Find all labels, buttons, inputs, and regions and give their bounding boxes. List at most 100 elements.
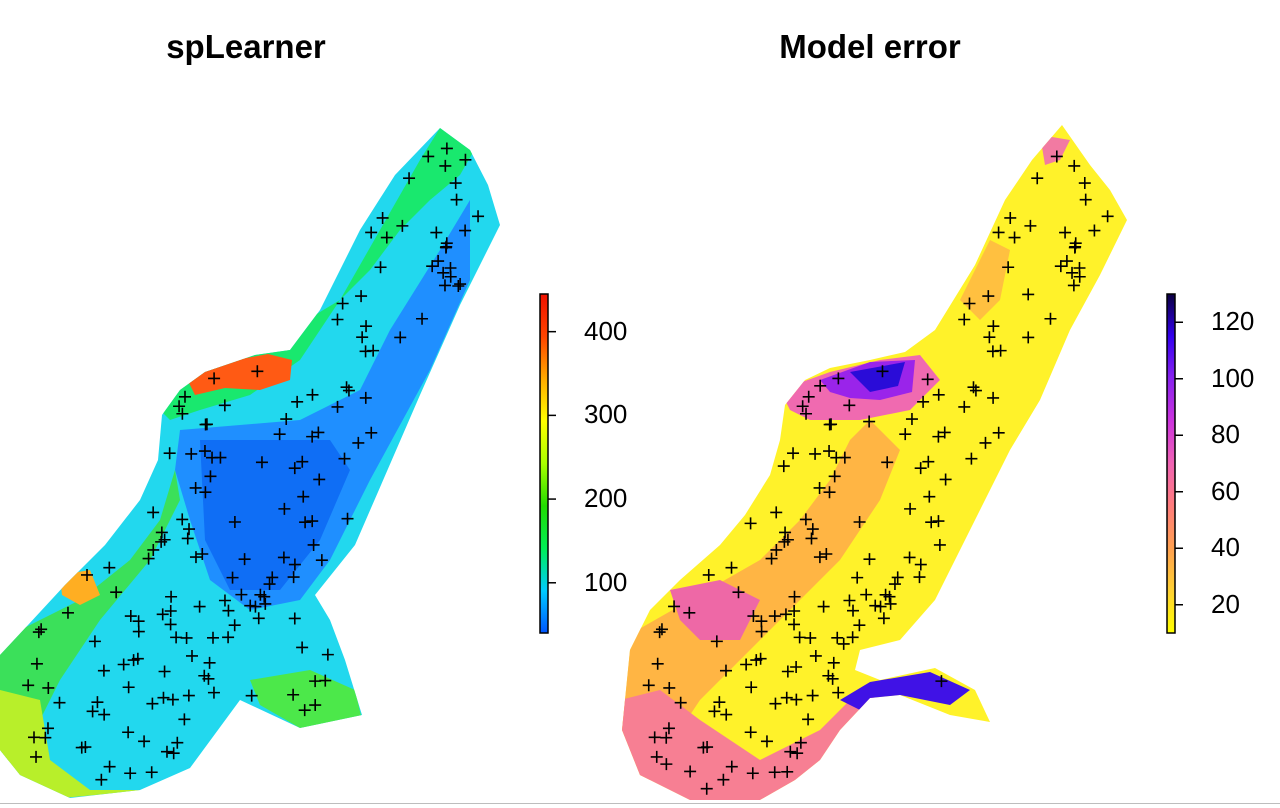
plus-marker-icon: [660, 731, 673, 744]
plus-marker-icon: [30, 657, 43, 670]
plus-marker-icon: [110, 586, 123, 599]
plus-marker-icon: [207, 686, 220, 699]
map-zone-south-yellow: [0, 690, 150, 798]
plus-marker-icon: [331, 400, 344, 413]
plus-marker-icon: [755, 615, 768, 628]
plus-marker-icon: [145, 766, 158, 779]
plus-marker-icon: [992, 426, 1005, 439]
plus-marker-icon: [777, 460, 790, 473]
plus-marker-icon: [747, 610, 760, 623]
colorbar-tick-label: 100: [584, 566, 628, 597]
plus-marker-icon: [280, 413, 293, 426]
plus-marker-icon: [923, 490, 936, 503]
error-zone-pink-tip: [1040, 135, 1070, 165]
plus-marker-icon: [760, 735, 773, 748]
plus-marker-icon: [199, 486, 212, 499]
plus-marker-icon: [142, 552, 155, 565]
map-zone-west-green: [0, 470, 180, 770]
plus-marker-icon: [992, 226, 1005, 239]
plus-marker-icon: [719, 664, 732, 677]
plus-marker-icon: [847, 604, 860, 617]
plus-marker-icon: [863, 415, 876, 428]
colorbar-ticks-splearner: [548, 330, 556, 584]
plus-marker-icon: [802, 390, 815, 403]
plus-marker-icon: [287, 688, 300, 701]
plus-marker-icon: [336, 297, 349, 310]
plus-marker-icon: [827, 656, 840, 669]
plus-marker-icon: [35, 623, 48, 636]
plus-marker-icon: [416, 312, 429, 325]
plus-marker-icon: [1022, 288, 1035, 301]
error-zone-pink-west: [670, 580, 760, 640]
plus-marker-icon: [1002, 261, 1015, 274]
plus-marker-icon: [147, 506, 160, 519]
plus-marker-icon: [218, 399, 231, 412]
plus-marker-icon: [697, 741, 710, 754]
plus-marker-icon: [263, 578, 276, 591]
plus-marker-icon: [360, 320, 373, 333]
plus-marker-icon: [809, 447, 822, 460]
plus-marker-icon: [299, 516, 312, 529]
plus-marker-icon: [1050, 150, 1063, 163]
plus-marker-icon: [198, 445, 211, 458]
plus-marker-icon: [472, 210, 485, 223]
plus-marker-icon: [863, 553, 876, 566]
plus-marker-icon: [309, 675, 322, 688]
plus-marker-icon: [30, 750, 43, 763]
plus-marker-icon: [825, 418, 838, 431]
plus-marker-icon: [222, 631, 235, 644]
plus-marker-icon: [97, 664, 110, 677]
plus-marker-icon: [708, 705, 721, 718]
plus-marker-icon: [702, 568, 715, 581]
plus-marker-icon: [843, 399, 856, 412]
plus-marker-icon: [904, 502, 917, 515]
plus-marker-icon: [228, 516, 241, 529]
plus-marker-icon: [164, 604, 177, 617]
plus-marker-icon: [321, 648, 334, 661]
plus-marker-icon: [138, 735, 151, 748]
plus-marker-icon: [770, 506, 783, 519]
plus-marker-icon: [932, 430, 945, 443]
plus-marker-icon: [684, 765, 697, 778]
plus-marker-icon: [744, 726, 757, 739]
map-zone-southeast-green: [250, 670, 362, 728]
plus-marker-icon: [157, 691, 170, 704]
plus-marker-icon: [226, 571, 239, 584]
plus-marker-icon: [744, 517, 757, 530]
plus-marker-icon: [700, 782, 713, 795]
plus-marker-icon: [214, 451, 227, 464]
plus-marker-icon: [296, 455, 309, 468]
plus-marker-icon: [832, 686, 845, 699]
plus-marker-icon: [103, 561, 116, 574]
plus-marker-icon: [1031, 172, 1044, 185]
plus-marker-icon: [252, 612, 265, 625]
plus-marker-icon: [182, 689, 195, 702]
plus-marker-icon: [313, 473, 326, 486]
plus-marker-icon: [124, 610, 137, 623]
plus-marker-icon: [307, 538, 320, 551]
plus-marker-icon: [95, 773, 108, 786]
plus-marker-icon: [39, 731, 52, 744]
plus-marker-icon: [853, 516, 866, 529]
plus-marker-icon: [979, 436, 992, 449]
plus-marker-icon: [180, 631, 193, 644]
plus-marker-icon: [288, 612, 301, 625]
plus-marker-icon: [338, 452, 351, 465]
plus-marker-icon: [459, 224, 472, 237]
plus-marker-icon: [1008, 231, 1021, 244]
sample-points-right: [642, 150, 1114, 795]
plus-marker-icon: [359, 391, 372, 404]
plus-marker-icon: [185, 649, 198, 662]
plus-marker-icon: [81, 568, 94, 581]
plus-marker-icon: [146, 697, 159, 710]
plus-marker-icon: [156, 608, 169, 621]
plus-marker-icon: [165, 590, 178, 603]
plus-marker-icon: [653, 626, 666, 639]
plus-marker-icon: [925, 516, 938, 529]
colorbar-tick-label: 120: [1211, 306, 1255, 337]
legend-model-error: [1166, 293, 1183, 634]
colorbar-tick-label: 400: [584, 315, 628, 346]
plus-marker-icon: [439, 159, 452, 172]
plus-marker-icon: [648, 731, 661, 744]
plus-marker-icon: [287, 571, 300, 584]
